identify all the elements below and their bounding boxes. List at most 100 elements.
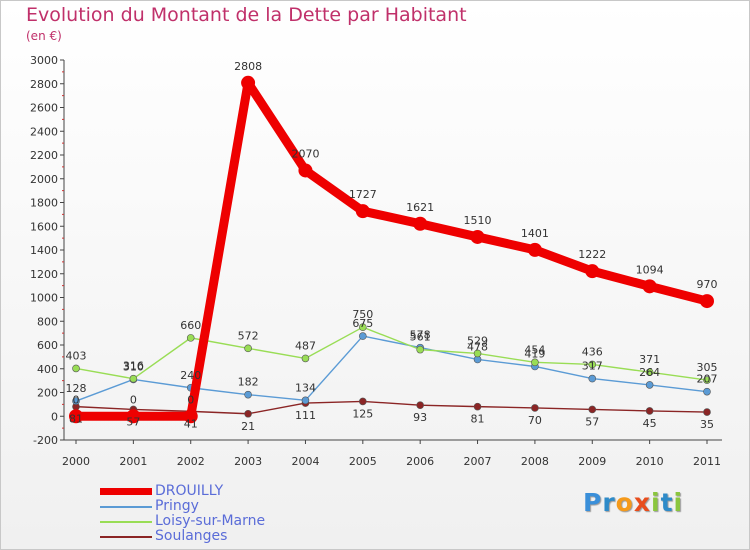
data-label-pringy: 310 xyxy=(123,360,144,373)
logo-letter: t xyxy=(660,488,674,517)
data-point-loisy-sur-marne xyxy=(416,345,424,354)
series-line-loisy-sur-marne xyxy=(75,326,708,381)
logo-letter: x xyxy=(633,488,651,517)
y-tick-label: 1200 xyxy=(30,268,58,281)
y-tick-label: 1400 xyxy=(30,244,58,257)
data-label-pringy: 264 xyxy=(639,366,660,379)
data-point-drouilly xyxy=(183,409,198,424)
y-tick-label: 2200 xyxy=(30,149,58,162)
data-label-loisy-sur-marne: 436 xyxy=(582,345,603,358)
x-tick-label: 2004 xyxy=(291,455,319,468)
data-point-drouilly xyxy=(527,242,542,257)
data-label-soulanges: 21 xyxy=(241,420,255,433)
series-line-soulanges xyxy=(75,400,708,415)
y-tick-label: 200 xyxy=(37,387,58,400)
data-label-loisy-sur-marne: 660 xyxy=(180,319,201,332)
data-label-loisy-sur-marne: 316 xyxy=(123,360,144,373)
data-point-loisy-sur-marne xyxy=(186,334,195,342)
data-label-soulanges: 35 xyxy=(700,418,714,431)
x-tick-label: 2005 xyxy=(349,455,377,468)
x-tick-label: 2008 xyxy=(521,455,549,468)
data-label-loisy-sur-marne: 572 xyxy=(238,329,259,342)
legend-swatch-soulanges xyxy=(100,536,152,538)
legend-item-loisy-sur-marne: Loisy-sur-Marne xyxy=(100,513,360,529)
data-label-drouilly: 0 xyxy=(187,393,194,406)
data-point-soulanges xyxy=(531,404,539,412)
data-point-loisy-sur-marne xyxy=(72,364,80,373)
data-label-pringy: 675 xyxy=(352,317,373,330)
data-label-loisy-sur-marne: 371 xyxy=(639,353,660,366)
data-point-soulanges xyxy=(244,409,252,418)
data-point-pringy xyxy=(703,387,711,396)
data-label-pringy: 578 xyxy=(410,329,431,342)
data-label-pringy: 240 xyxy=(180,369,201,382)
data-labels-layer: 0 0 0 2808 2070 1727 1621 1510 1401 1222 1094 970 12… xyxy=(66,60,718,433)
data-label-loisy-sur-marne: 454 xyxy=(524,343,545,356)
data-label-soulanges: 70 xyxy=(528,414,542,427)
data-label-pringy: 419 xyxy=(524,347,545,360)
data-point-drouilly xyxy=(298,163,313,178)
logo-letter: i xyxy=(651,488,661,517)
line-chart: -200 0 200 400 600 800 1000 1200 1400 1600 1800 200… xyxy=(30,54,722,468)
data-label-soulanges: 125 xyxy=(352,407,373,420)
data-label-soulanges: 57 xyxy=(126,415,140,428)
x-tick-label: 2000 xyxy=(62,455,90,468)
data-point-drouilly xyxy=(413,216,428,231)
legend-swatch-loisy-sur-marne xyxy=(100,521,152,523)
data-point-pringy xyxy=(301,396,310,405)
y-tick-label: -200 xyxy=(33,434,58,447)
logo-letter: o xyxy=(615,488,634,517)
x-tick-label: 2010 xyxy=(636,455,664,468)
data-label-soulanges: 93 xyxy=(413,411,427,424)
data-point-drouilly xyxy=(355,204,370,219)
data-point-soulanges xyxy=(416,401,424,410)
data-label-soulanges: 45 xyxy=(643,417,657,430)
y-tick-label: 800 xyxy=(37,315,58,328)
data-point-loisy-sur-marne xyxy=(588,360,597,369)
data-point-soulanges xyxy=(359,397,367,406)
data-label-pringy: 182 xyxy=(238,376,259,389)
data-point-pringy xyxy=(72,397,80,405)
y-tick-label: 400 xyxy=(37,363,58,376)
data-point-drouilly xyxy=(69,409,83,424)
y-tick-label: 1800 xyxy=(30,197,58,210)
data-label-loisy-sur-marne: 561 xyxy=(410,331,431,344)
x-tick-label: 2007 xyxy=(464,455,492,468)
series-line-drouilly xyxy=(71,78,712,421)
data-label-drouilly: 1094 xyxy=(636,263,664,276)
x-tick-label: 2003 xyxy=(234,455,262,468)
data-point-loisy-sur-marne xyxy=(129,374,138,383)
y-tick-label: 2800 xyxy=(30,78,58,91)
data-point-drouilly xyxy=(126,409,141,424)
x-tick-label: 2001 xyxy=(119,455,147,468)
data-point-drouilly xyxy=(470,229,485,244)
chart-subtitle: (en €) xyxy=(26,29,62,43)
legend-label-loisy-sur-marne: Loisy-sur-Marne xyxy=(155,513,266,529)
data-point-drouilly xyxy=(642,279,657,294)
data-label-soulanges: 81 xyxy=(69,413,83,426)
legend-item-pringy: Pringy xyxy=(100,498,360,514)
data-label-drouilly: 1621 xyxy=(406,201,434,214)
data-point-loisy-sur-marne xyxy=(359,323,367,331)
data-label-pringy: 207 xyxy=(697,373,718,386)
data-label-drouilly: 0 xyxy=(130,393,137,406)
data-label-loisy-sur-marne: 750 xyxy=(352,308,373,321)
data-point-soulanges xyxy=(703,408,711,416)
y-tick-label: 600 xyxy=(37,339,58,352)
y-tick-label: 1000 xyxy=(30,292,58,305)
data-point-drouilly xyxy=(241,75,256,90)
data-label-pringy: 128 xyxy=(66,382,87,395)
legend-swatch-drouilly xyxy=(100,488,152,495)
data-label-pringy: 134 xyxy=(295,381,316,394)
data-label-drouilly: 1727 xyxy=(349,188,377,201)
legend-label-soulanges: Soulanges xyxy=(155,528,228,544)
proxiti-logo: Proxiti xyxy=(583,488,683,517)
data-point-loisy-sur-marne xyxy=(244,344,252,353)
legend-label-drouilly: DROUILLY xyxy=(155,483,224,499)
data-label-drouilly: 1401 xyxy=(521,227,549,240)
y-tick-label: 2000 xyxy=(30,173,58,186)
series-layer xyxy=(69,75,714,424)
x-tick-label: 2011 xyxy=(693,455,721,468)
y-tick-label: 1600 xyxy=(30,220,58,233)
data-label-soulanges: 111 xyxy=(295,409,316,422)
